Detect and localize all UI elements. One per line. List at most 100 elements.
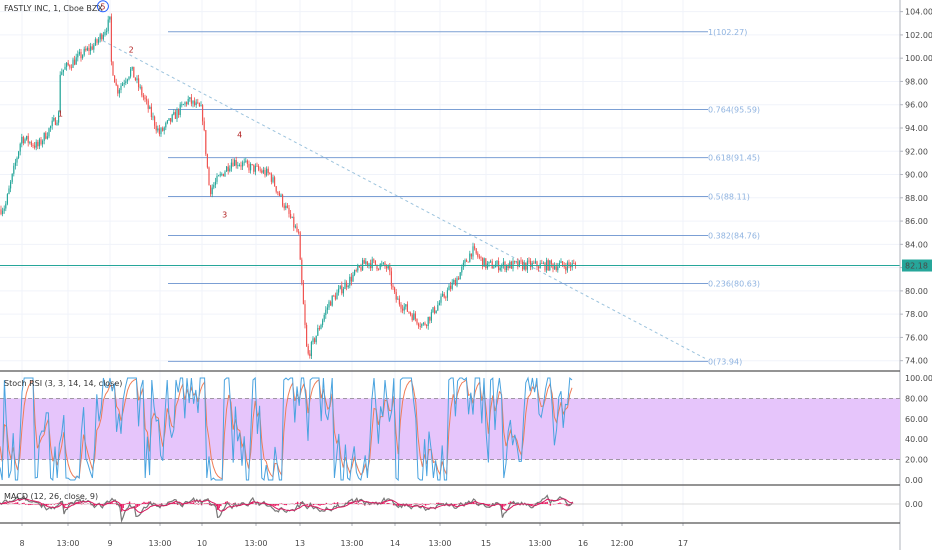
- candle-body: [346, 282, 348, 288]
- candle-body: [382, 262, 384, 264]
- price-label: 102.00: [905, 31, 932, 40]
- candle-body: [2, 210, 4, 215]
- candle-body: [29, 141, 31, 143]
- candle-body: [296, 226, 298, 232]
- candle-body: [443, 293, 445, 298]
- candle-body: [213, 185, 215, 188]
- candle-body: [339, 285, 341, 289]
- candle-body: [210, 185, 212, 195]
- candle-body: [437, 305, 439, 311]
- candle-body: [541, 263, 543, 264]
- candle-body: [26, 135, 28, 140]
- candle-body: [146, 99, 148, 101]
- candle-body: [198, 103, 200, 107]
- candle-body: [302, 282, 304, 305]
- fib-label: 0.5(88.11): [708, 193, 750, 202]
- candle-body: [11, 173, 13, 182]
- candle-body: [523, 262, 525, 270]
- candle-body: [422, 323, 424, 324]
- candle-body: [387, 266, 389, 269]
- candle-body: [560, 261, 562, 264]
- candle-body: [256, 165, 258, 167]
- candle-body: [512, 260, 514, 269]
- price-label: 90.00: [905, 171, 928, 180]
- fibonacci-retracement[interactable]: 1(102.27) 0.764(95.59) 0.618(91.45) 0.5(88.…: [168, 28, 760, 367]
- candle-body: [566, 262, 568, 271]
- candle-body: [144, 97, 146, 100]
- candle-body: [195, 102, 197, 106]
- candle-body: [501, 265, 503, 268]
- candle-body: [392, 285, 394, 288]
- candle-body: [470, 253, 472, 257]
- candle-body: [390, 271, 392, 286]
- candle-body: [374, 260, 376, 265]
- candle-body: [59, 74, 61, 113]
- price-scale[interactable]: 104.00 102.00 100.00 98.00 96.00 94.00 92.00 90…: [899, 0, 932, 550]
- stoch-band: [0, 398, 900, 460]
- candle-body: [261, 170, 263, 173]
- candle-body: [61, 72, 63, 75]
- candle-body: [406, 304, 408, 312]
- macd-scale: 0.00: [905, 500, 923, 509]
- candle-body: [205, 130, 207, 155]
- current-price-tag-text: 82.18: [905, 262, 928, 271]
- candle-body: [285, 205, 287, 209]
- candle-body: [280, 194, 282, 196]
- stoch-scale-label: 80.00: [905, 394, 928, 403]
- candle-body: [357, 265, 359, 271]
- candle-body: [176, 109, 178, 119]
- candle-body: [531, 262, 533, 268]
- candle-body: [314, 338, 316, 343]
- candle-body: [384, 262, 386, 267]
- candle-body: [134, 77, 136, 81]
- price-label: 100.00: [905, 54, 932, 63]
- fib-label: 0.618(91.45): [708, 154, 760, 163]
- candle-body: [160, 128, 162, 135]
- candle-body: [224, 171, 226, 177]
- stoch-k-line: [0, 376, 573, 482]
- candle-body: [118, 90, 120, 94]
- candle-body: [250, 164, 252, 171]
- candle-body: [429, 316, 431, 321]
- price-label: 94.00: [905, 124, 928, 133]
- candle-body: [232, 162, 234, 166]
- candle-body: [480, 257, 482, 258]
- candle-body: [104, 31, 106, 35]
- price-label: 86.00: [905, 217, 928, 226]
- candle-body: [502, 261, 504, 266]
- candle-body: [366, 261, 368, 266]
- candle-body: [291, 216, 293, 218]
- candle-body: [283, 205, 285, 209]
- candle-body: [483, 258, 485, 267]
- candle-body: [67, 62, 69, 66]
- candle-body: [301, 259, 303, 283]
- time-label: 12:00: [610, 539, 633, 548]
- candle-body: [251, 164, 253, 165]
- time-label: 16: [578, 539, 588, 548]
- stoch-scale-label: 100.00: [905, 374, 932, 383]
- candle-body: [317, 328, 319, 336]
- candle-body: [341, 285, 343, 294]
- candle-body: [299, 232, 301, 260]
- candle-body: [474, 246, 476, 249]
- candle-body: [126, 79, 128, 82]
- candle-body: [354, 270, 356, 275]
- candle-body: [282, 194, 284, 206]
- candle-body: [477, 253, 479, 257]
- candle-body: [272, 177, 274, 182]
- candle-body: [298, 231, 300, 233]
- candle-body: [98, 39, 100, 43]
- candle-body: [286, 205, 288, 208]
- candle-body: [173, 112, 175, 115]
- candle-body: [378, 269, 380, 270]
- candle-body: [157, 128, 159, 131]
- candle-body: [102, 34, 104, 40]
- candle-body: [274, 177, 276, 187]
- candle-body: [40, 139, 42, 145]
- candle-body: [403, 306, 405, 311]
- candle-body: [72, 59, 74, 68]
- time-axis[interactable]: 8 13:00 9 13:00 10 13:00 13 13:00 14 13:00 15 13:00…: [0, 522, 900, 548]
- candle-body: [120, 85, 122, 91]
- candle-body: [240, 165, 242, 167]
